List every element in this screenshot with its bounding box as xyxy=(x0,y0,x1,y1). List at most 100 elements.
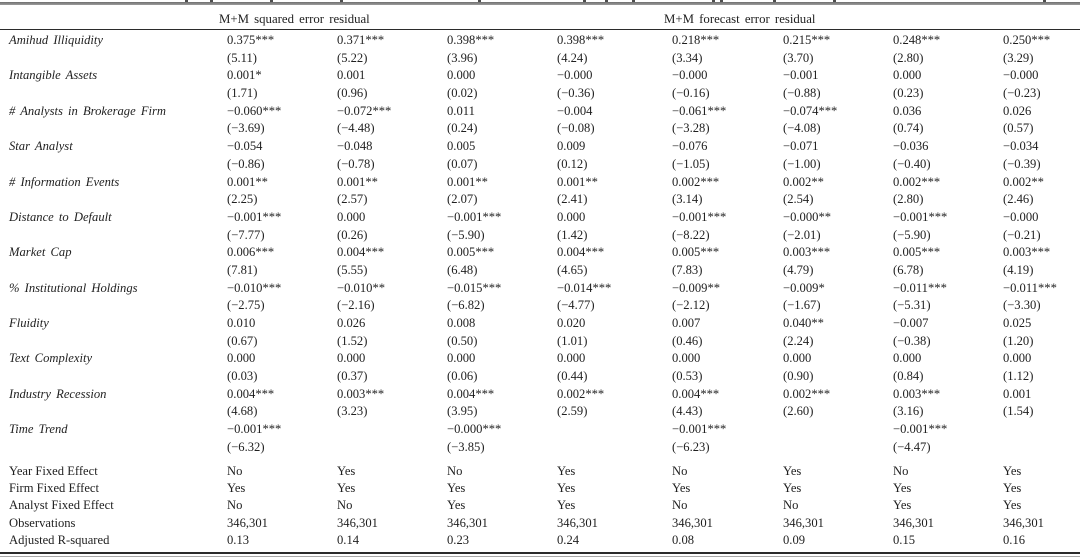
value-cell: 0.002*** xyxy=(893,174,941,189)
row-label: Observations xyxy=(9,515,76,530)
row-label: Analyst Fixed Effect xyxy=(9,498,114,513)
value-cell: 0.004*** xyxy=(447,386,495,401)
value-cell: (0.44) xyxy=(557,369,588,384)
value-cell: −0.000 xyxy=(557,68,593,83)
value-cell: No xyxy=(672,463,688,478)
value-cell: −0.000*** xyxy=(447,422,502,437)
value-cell: 0.026 xyxy=(1003,103,1032,118)
value-cell: 0.218*** xyxy=(672,33,720,47)
value-cell: (−8.22) xyxy=(672,227,710,242)
value-cell: (4.79) xyxy=(783,262,814,277)
value-cell: (−2.75) xyxy=(227,298,265,313)
value-cell: 0.004*** xyxy=(227,386,275,401)
summary-row: Observations 346,301 346,301 346,301 346,301… xyxy=(0,515,1080,532)
value-cell: (1.01) xyxy=(557,333,588,348)
coefficient-row: Fluidity 0.010 0.026 0.008 0.020 0.007 0.040**… xyxy=(0,315,1080,333)
value-cell: (0.02) xyxy=(447,86,478,101)
value-cell: 0.13 xyxy=(227,533,250,548)
value-cell: (7.81) xyxy=(227,262,258,277)
summary-rows: Year Fixed Effect No Yes No Yes No Yes No Yes Fir… xyxy=(0,463,1080,550)
value-cell: 0.008 xyxy=(447,316,476,330)
summary-row: Firm Fixed Effect Yes Yes Yes Yes Yes Yes Yes Ye… xyxy=(0,480,1080,497)
value-cell: 0.026 xyxy=(337,316,366,330)
value-cell: −0.000** xyxy=(783,209,832,224)
value-cell: (−3.69) xyxy=(227,121,265,136)
value-cell: 0.000 xyxy=(447,351,476,366)
value-cell: (6.78) xyxy=(893,262,924,277)
value-cell: 0.000 xyxy=(447,68,476,83)
value-cell: (−5.31) xyxy=(893,298,931,313)
value-cell: 346,301 xyxy=(672,515,713,530)
value-cell: −0.009* xyxy=(783,280,825,295)
row-label: Star Analyst xyxy=(9,139,73,154)
value-cell: (7.83) xyxy=(672,262,703,277)
value-cell: 0.009 xyxy=(557,139,586,154)
value-cell: 0.001** xyxy=(227,174,268,189)
tstat-row: (−7.77) (0.26) (−5.90) (1.42) (−8.22) (−2.01)… xyxy=(0,227,1080,245)
tstat-row: (7.81) (5.55) (6.48) (4.65) (7.83) (4.79) (6.7… xyxy=(0,262,1080,280)
value-cell: (−4.77) xyxy=(557,298,595,313)
value-cell: 0.248*** xyxy=(893,33,941,47)
value-cell: Yes xyxy=(337,463,356,478)
value-cell: 0.08 xyxy=(672,533,695,548)
table-bottom-rule-light xyxy=(0,556,1080,558)
value-cell: 0.010 xyxy=(227,316,256,330)
value-cell: (−0.39) xyxy=(1003,156,1041,171)
value-cell: −0.000 xyxy=(1003,209,1039,224)
value-cell: Yes xyxy=(1003,480,1022,495)
tstat-row: (−3.69) (−4.48) (0.24) (−0.08) (−3.28) (−4.08… xyxy=(0,120,1080,138)
value-cell: 346,301 xyxy=(893,515,934,530)
header-separator-rule xyxy=(0,29,1080,30)
value-cell: Yes xyxy=(557,463,576,478)
row-label xyxy=(0,85,227,103)
value-cell: (3.96) xyxy=(447,50,478,65)
value-cell: (4.65) xyxy=(557,262,588,277)
value-cell: (−0.08) xyxy=(557,121,595,136)
coefficient-rows: Amihud Illiquidity 0.375*** 0.371*** 0.398*… xyxy=(0,30,1080,457)
value-cell: 0.16 xyxy=(1003,533,1026,548)
value-cell: (2.46) xyxy=(1003,192,1034,207)
value-cell: (−0.78) xyxy=(337,156,375,171)
value-cell: 0.001** xyxy=(337,174,378,189)
value-cell: 0.003*** xyxy=(337,386,385,401)
value-cell: 0.002*** xyxy=(672,174,720,189)
value-cell: Yes xyxy=(337,480,356,495)
value-cell: −0.004 xyxy=(557,103,593,118)
row-label: Time Trend xyxy=(9,422,68,437)
value-cell: (2.07) xyxy=(447,192,478,207)
value-cell: −0.000 xyxy=(672,68,708,83)
value-cell: 346,301 xyxy=(447,515,488,530)
coefficient-row: Market Cap 0.006*** 0.004*** 0.005*** 0.004*… xyxy=(0,244,1080,262)
value-cell: (1.54) xyxy=(1003,404,1034,419)
value-cell: −0.036 xyxy=(893,139,929,154)
tstat-row: (−2.75) (−2.16) (−6.82) (−4.77) (−2.12) (−1.6… xyxy=(0,297,1080,315)
value-cell: No xyxy=(783,498,799,513)
tstat-row: (−0.86) (−0.78) (0.07) (0.12) (−1.05) (−1.00)… xyxy=(0,156,1080,174)
value-cell: Yes xyxy=(1003,463,1022,478)
value-cell: −0.000 xyxy=(1003,68,1039,83)
value-cell: (4.19) xyxy=(1003,262,1034,277)
value-cell xyxy=(1003,439,1080,457)
value-cell: 0.000 xyxy=(1003,351,1032,366)
value-cell: −0.074*** xyxy=(783,103,838,118)
value-cell: (6.48) xyxy=(447,262,478,277)
row-label: Firm Fixed Effect xyxy=(9,480,100,495)
value-cell: 346,301 xyxy=(227,515,268,530)
value-cell: 0.020 xyxy=(557,316,586,330)
value-cell: (3.29) xyxy=(1003,50,1034,65)
value-cell: (5.11) xyxy=(227,50,257,65)
value-cell: (−4.08) xyxy=(783,121,821,136)
value-cell xyxy=(783,421,893,439)
value-cell: (0.74) xyxy=(893,121,924,136)
value-cell: (2.57) xyxy=(337,192,368,207)
value-cell: 0.09 xyxy=(783,533,806,548)
value-cell: 0.000 xyxy=(893,68,922,83)
value-cell: No xyxy=(227,463,243,478)
value-cell: (0.12) xyxy=(557,156,588,171)
value-cell: −0.001 xyxy=(783,68,819,83)
value-cell: 0.004*** xyxy=(672,386,720,401)
value-cell: 0.000 xyxy=(337,209,366,224)
value-cell: Yes xyxy=(672,480,691,495)
value-cell: (0.53) xyxy=(672,369,703,384)
value-cell: (0.96) xyxy=(337,86,368,101)
